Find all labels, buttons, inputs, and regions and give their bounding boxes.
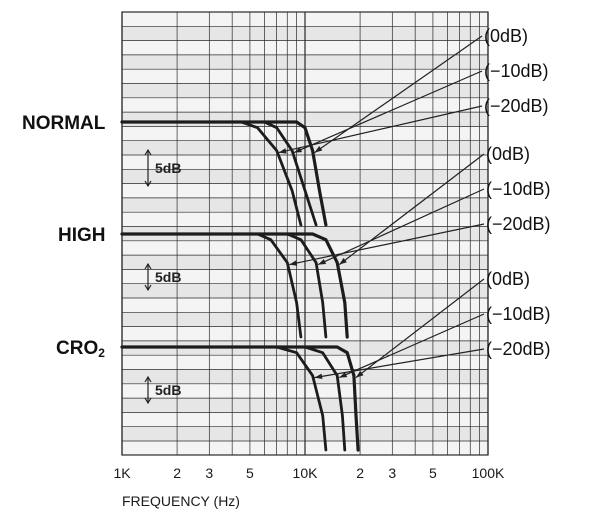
scale-arrow-down [144, 397, 152, 405]
scale-label: 5dB [155, 382, 181, 398]
group-label: CRO2 [56, 338, 105, 360]
curve-level-label: (−20dB) [486, 339, 551, 359]
leader-arrowhead [355, 370, 364, 378]
labels: NORMAL 5dB (0dB) (−10dB) (−20dB) HIGH 5dB (0dB)… [22, 26, 551, 509]
leader-arrowhead [339, 372, 348, 378]
leader-arrowhead [314, 146, 323, 153]
x-tick-label: 5 [246, 465, 254, 481]
leader-arrowhead [318, 258, 327, 265]
curve-level-label: (0dB) [486, 269, 530, 289]
response-curve [120, 120, 303, 227]
leader-line [293, 70, 483, 154]
leader-line [314, 348, 485, 379]
scale-arrow-down [144, 284, 152, 292]
scale-arrow-down [144, 180, 152, 188]
group-label: NORMAL [22, 113, 106, 134]
leader-line [289, 223, 485, 266]
curve-level-label: (0dB) [484, 26, 528, 46]
x-tick-label: 10K [293, 465, 319, 481]
x-tick-label: 3 [388, 465, 396, 481]
curve-level-label: (0dB) [486, 144, 530, 164]
x-axis-title: FREQUENCY (Hz) [122, 493, 240, 509]
curve-level-label: (−20dB) [484, 96, 549, 116]
curve-level-label: (−20dB) [486, 214, 551, 234]
leader-arrowhead [314, 373, 323, 380]
scale-arrow-up [144, 375, 152, 383]
curves [120, 120, 360, 452]
leader-arrowhead [278, 148, 287, 154]
scale-arrow-up [144, 262, 152, 270]
x-tick-label: 5 [429, 465, 437, 481]
group-label: HIGH [58, 225, 106, 246]
x-tick-label: 3 [205, 465, 213, 481]
curve-level-label: (−10dB) [484, 61, 549, 81]
leader-arrowhead [339, 257, 347, 265]
leader-line [278, 105, 483, 154]
leader-line [314, 35, 483, 154]
response-curve [120, 232, 303, 339]
scale-label: 5dB [155, 269, 181, 285]
curve-level-label: (−10dB) [486, 179, 551, 199]
x-tick-label: 2 [173, 465, 181, 481]
x-tick-label: 2 [356, 465, 364, 481]
leader-arrowhead [289, 260, 298, 266]
leader-line [338, 153, 485, 266]
curve-level-label: (−10dB) [486, 304, 551, 324]
scale-arrow-up [144, 148, 152, 156]
leader-line [338, 313, 485, 379]
leader-line [317, 188, 485, 266]
scale-label: 5dB [155, 160, 181, 176]
group-label-subscript: 2 [98, 346, 105, 360]
leader-arrowhead [294, 147, 303, 153]
x-tick-label: 1K [113, 465, 131, 481]
x-tick-label: 100K [472, 465, 505, 481]
response-curve [120, 345, 328, 452]
grid [121, 11, 489, 456]
